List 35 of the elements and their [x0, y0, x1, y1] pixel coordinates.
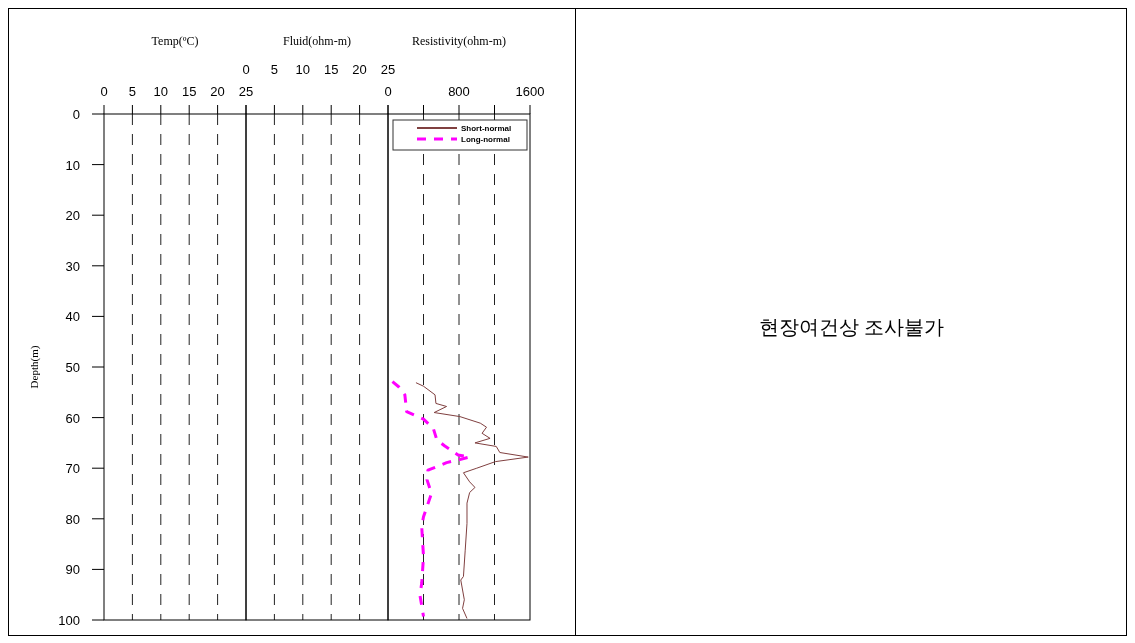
legend-label: Short-normal: [461, 124, 512, 133]
y-tick-label: 10: [65, 157, 80, 173]
y-tick-label: 60: [65, 410, 80, 426]
x-tick-label: 5: [270, 62, 279, 77]
x-tick-label: 20: [352, 62, 367, 77]
x-tick-label: 800: [448, 84, 470, 99]
chart-title: Fluid(ohm-m): [283, 34, 351, 48]
chart-title: Temp(ºC): [151, 34, 199, 48]
x-tick-label: 20: [210, 84, 225, 99]
x-tick-label: 25: [238, 84, 254, 99]
y-tick-label: 30: [65, 258, 80, 274]
y-tick-label: 90: [65, 562, 80, 578]
y-tick-label: 70: [65, 461, 80, 477]
x-tick-label: 10: [153, 84, 169, 99]
y-axis-title: Depth(m): [28, 345, 41, 389]
x-tick-label: 25: [380, 62, 396, 77]
y-tick-label: 0: [72, 107, 80, 122]
x-tick-label: 0: [384, 84, 392, 99]
y-tick-label: 40: [65, 309, 80, 325]
y-tick-label: 20: [65, 208, 80, 224]
y-tick-label: 80: [65, 511, 80, 527]
x-tick-label: 15: [181, 84, 197, 99]
legend-item: Short-normal: [416, 124, 512, 133]
x-tick-label: 1600: [515, 84, 545, 99]
chart-title: Resistivity(ohm-m): [412, 34, 506, 48]
y-tick-label: 50: [65, 360, 80, 375]
x-tick-label: 10: [295, 62, 311, 77]
x-tick-label: 0: [100, 84, 108, 99]
text: 현장여건상 조사불가: [758, 316, 944, 338]
y-tick-label: 100: [58, 613, 80, 628]
x-tick-label: 0: [242, 62, 250, 77]
x-tick-label: 15: [323, 62, 339, 77]
legend-label: Long-normal: [461, 135, 510, 144]
legend-item: Long-normal: [417, 135, 510, 144]
x-tick-label: 5: [128, 84, 137, 99]
